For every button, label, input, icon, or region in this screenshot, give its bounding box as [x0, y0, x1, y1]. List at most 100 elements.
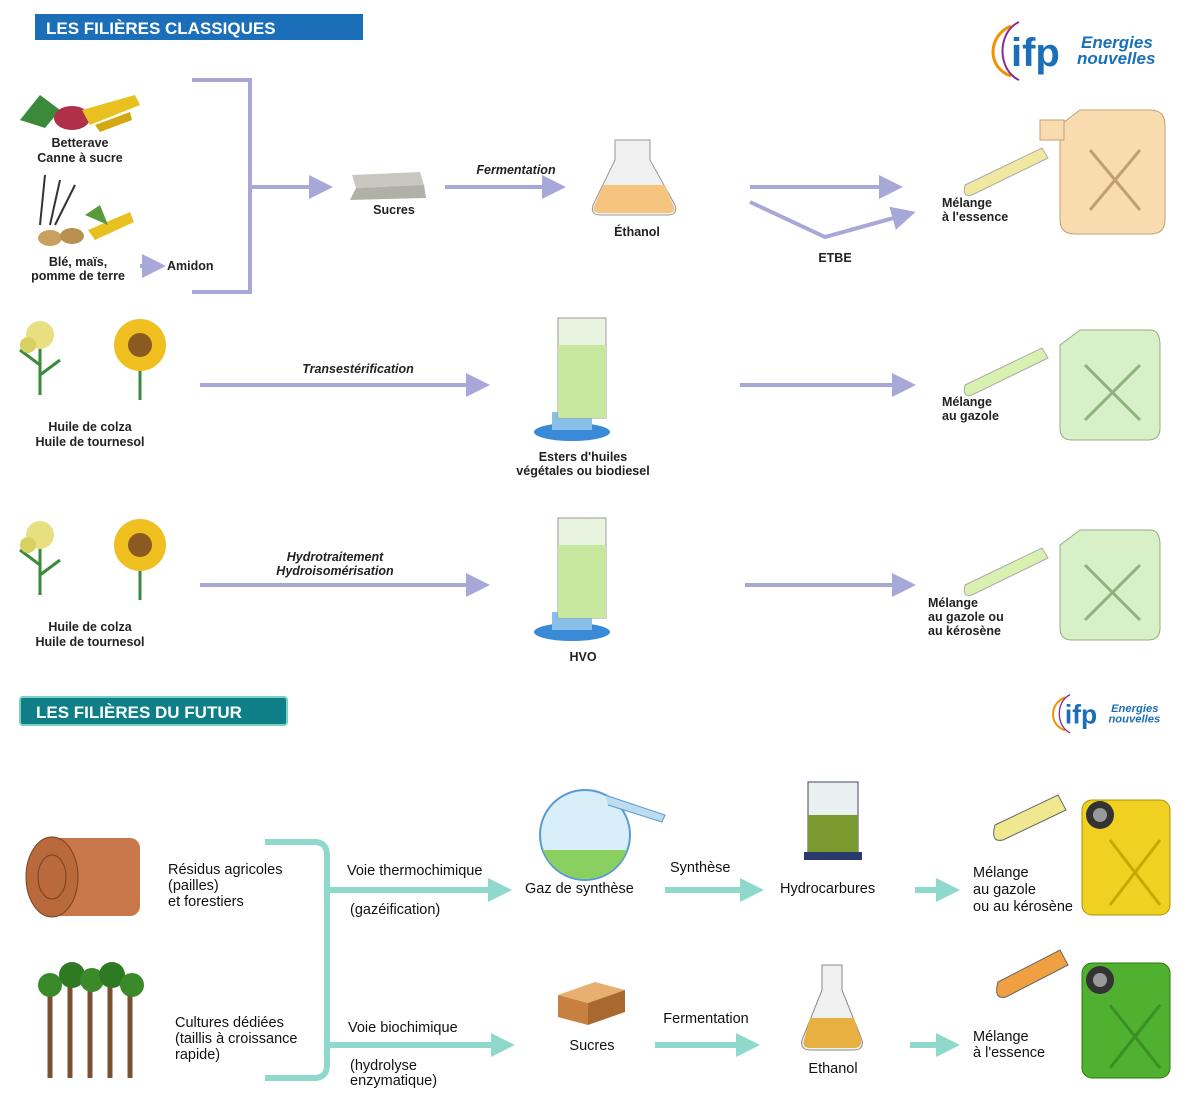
oilseed-illustration-part [20, 337, 36, 353]
route-detail: enzymatique) [350, 1073, 437, 1089]
logo-mark: ifp [1011, 31, 1060, 75]
jerrycan [1081, 799, 1171, 916]
beet-cane-illustration-part [20, 95, 60, 128]
grain-illustration [38, 174, 134, 246]
product-label: HVO [569, 650, 596, 664]
test-tube-part [963, 147, 1049, 196]
logo: ifp Energies nouvelles [991, 21, 1155, 81]
oilseed-illustration-part [128, 533, 152, 557]
beaker-illustration-part [808, 815, 858, 858]
source-label: (pailles) [168, 878, 219, 894]
straw-bale-illustration-part [25, 836, 79, 918]
product-label: Ethanol [808, 1061, 857, 1077]
blend-label: à l'essence [973, 1045, 1045, 1061]
jerrycan-part [1059, 329, 1161, 441]
route-detail: (hydrolyse [350, 1058, 417, 1074]
derivative-label: ETBE [818, 251, 851, 265]
flask-illustration [591, 139, 677, 216]
source-label: et forestiers [168, 894, 244, 910]
process-label: Synthèse [670, 860, 730, 876]
source-label: Résidus agricoles [168, 862, 282, 878]
test-tube [996, 949, 1069, 998]
blend-label: à l'essence [942, 210, 1008, 224]
test-tube-part [993, 794, 1067, 841]
process-label: Fermentation [663, 1011, 748, 1027]
logo: ifp Energies nouvelles [1052, 694, 1160, 734]
route-label: Voie biochimique [348, 1020, 458, 1036]
logo-part [1058, 694, 1071, 734]
oilseed-illustration-part [19, 545, 61, 595]
grain-illustration-part [60, 228, 84, 244]
intermediate-label: Gaz de synthèse [525, 881, 634, 897]
classic-header: LES FILIÈRES CLASSIQUES [35, 14, 363, 40]
flask-illustration [801, 964, 863, 1051]
process-label: Fermentation [476, 163, 556, 177]
process-label: Hydrotraitement [287, 550, 384, 564]
test-tube-part [963, 547, 1049, 596]
product-label: Hydrocarbures [780, 881, 875, 897]
route-label: Voie thermochimique [347, 863, 482, 879]
source-label: Blé, maïs, [49, 255, 107, 269]
source-label: rapide) [175, 1047, 220, 1063]
globe-flask-illustration-part [543, 850, 627, 879]
jerrycan-part [1108, 839, 1162, 906]
source-label: Betterave [52, 136, 109, 150]
trees-illustration-part [38, 973, 62, 997]
cylinder-illustration-part [558, 545, 606, 618]
future-header: LES FILIÈRES DU FUTUR [19, 696, 288, 726]
process-label: Transestérification [302, 362, 414, 376]
test-tube-part [996, 949, 1069, 998]
jerrycan-part [1039, 119, 1065, 141]
blend-label: Mélange [928, 596, 978, 610]
oilseed-illustration [19, 319, 166, 400]
sugar-illustration-part [352, 172, 424, 188]
logo-mark: ifp [1065, 700, 1097, 730]
jerrycan-part [1108, 1004, 1162, 1069]
bracket [265, 839, 330, 1081]
logo-part [1052, 696, 1066, 732]
jerrycan-part [1083, 363, 1142, 422]
product-label: Sucres [373, 203, 415, 217]
blend-label: au gazole [942, 409, 999, 423]
trees-illustration-part [99, 962, 125, 988]
grain-illustration-part [85, 205, 108, 225]
cylinder-illustration [534, 317, 610, 441]
intermediate-label: Amidon [167, 259, 214, 273]
wood-block-illustration-part [558, 982, 625, 1003]
beaker-illustration [804, 781, 862, 860]
source-label: Cultures dédiées [175, 1015, 284, 1031]
jerrycan [1081, 962, 1171, 1079]
straw-bale-illustration-part [37, 854, 67, 900]
test-tube [963, 147, 1049, 196]
grain-illustration-part [38, 230, 62, 246]
wood-block-illustration-part [588, 990, 625, 1025]
trees-illustration-part [120, 973, 144, 997]
grain-illustration-part [39, 174, 76, 226]
flask-illustration-part [593, 185, 675, 213]
grain-illustration-part [88, 212, 134, 240]
beet-cane-illustration-part [95, 112, 132, 132]
test-tube [963, 547, 1049, 596]
section-title: LES FILIÈRES CLASSIQUES [46, 19, 276, 38]
blend-label: au gazole [973, 882, 1036, 898]
beet-cane-illustration-part [82, 95, 140, 125]
source-label: Huile de tournesol [35, 435, 144, 449]
oilseed-illustration-part [19, 345, 61, 395]
sugar-illustration [350, 172, 426, 200]
intermediate-label: Sucres [569, 1038, 614, 1054]
blend-label: Mélange [973, 1029, 1029, 1045]
cylinder-illustration [534, 517, 610, 641]
trees-illustration [38, 962, 144, 1078]
beaker-illustration-part [804, 852, 862, 860]
cylinder-illustration-part [558, 345, 606, 418]
logo-text: Energies [1111, 703, 1158, 715]
source-label: Huile de colza [48, 420, 132, 434]
blend-label: Mélange [942, 196, 992, 210]
jerrycan-part [1059, 529, 1161, 641]
blend-label: ou au kérosène [973, 899, 1073, 915]
trees-illustration-part [59, 962, 85, 988]
source-label: (taillis à croissance [175, 1031, 298, 1047]
oilseed-illustration-part [128, 333, 152, 357]
